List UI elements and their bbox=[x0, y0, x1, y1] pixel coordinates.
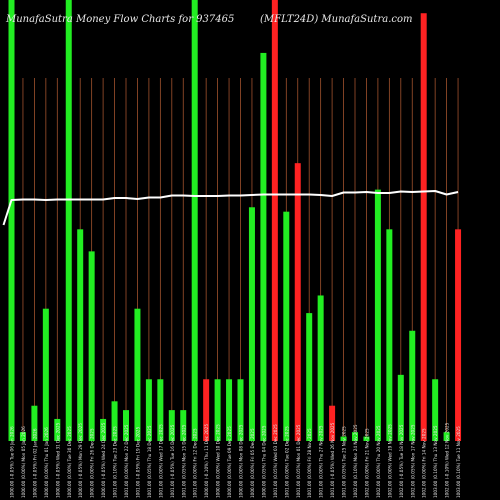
x-tick-labels: 1000.00 (-0.05%) Tue 06 Jan 2026 1000.00 … bbox=[10, 422, 462, 498]
x-tick-label: 1001.00 (0.00%) Thu 27 Nov 2025 bbox=[319, 425, 324, 498]
x-tick-label: 1002.00 (0.00%) Fri 21 Nov 2025 bbox=[364, 428, 369, 498]
x-tick-label: 1002.00 (0.10%) Mon 24 Nov 2025 bbox=[353, 424, 358, 498]
money-flow-bar bbox=[420, 13, 427, 441]
price-line-layer bbox=[2, 190, 459, 226]
x-tick-label: 1001.00 (0.05%) Tue 25 Nov 2025 bbox=[342, 426, 347, 498]
bars bbox=[8, 0, 462, 442]
money-flow-bar bbox=[42, 308, 49, 441]
x-tick-label: 1000.00 (-0.05%) Wed 24 Dec 2025 bbox=[101, 422, 106, 498]
money-flow-bar bbox=[88, 251, 95, 441]
money-flow-bar bbox=[283, 211, 290, 441]
x-tick-label: 1000.00 (-0.05%) Wed 31 Dec 2025 bbox=[55, 422, 60, 498]
money-flow-bar bbox=[329, 405, 336, 441]
money-flow-bar bbox=[134, 308, 141, 441]
chart-site-label: (MFLT24D) MunafaSutra.com bbox=[260, 14, 413, 25]
money-flow-bar bbox=[145, 379, 152, 441]
money-flow-bar bbox=[306, 313, 313, 441]
x-tick-label: 1000.00 (0.00%) Fri 26 Dec 2025 bbox=[90, 428, 95, 498]
money-flow-bar bbox=[386, 229, 393, 441]
price-line bbox=[2, 190, 459, 226]
money-flow-bar bbox=[100, 418, 107, 441]
money-flow-bar bbox=[352, 432, 358, 441]
chart-title: MunafaSutra Money Flow Charts for 937465 bbox=[6, 14, 235, 25]
x-tick-label: 1000.00 (-0.05%) Fri 02 Jan 2026 bbox=[32, 428, 37, 498]
x-tick-label: 1001.00 (-0.05%) Fri 19 Dec 2025 bbox=[135, 427, 140, 498]
x-tick-label: 1000.00 (0.00%) Wed 10 Dec 2025 bbox=[216, 424, 221, 498]
x-tick-label: 1001.00 (0.00%) Tue 02 Dec 2025 bbox=[284, 426, 289, 498]
x-tick-label: 1002.00 (0.05%) Mon 17 Nov 2025 bbox=[410, 424, 415, 498]
money-flow-bar bbox=[8, 0, 15, 441]
money-flow-bar bbox=[397, 374, 404, 441]
money-flow-bar bbox=[340, 436, 347, 441]
x-tick-label: 1003.00 (0.10%) Tue 11 Nov 2025 bbox=[456, 426, 461, 498]
money-flow-bar bbox=[455, 229, 462, 441]
x-tick-label: 1003.00 (0.10%) Thu 13 Nov 2025 bbox=[433, 425, 438, 498]
x-tick-label: 1002.00 (0.00%) Thu 20 Nov 2025 bbox=[376, 425, 381, 498]
money-flow-bar bbox=[123, 410, 129, 441]
money-flow-bar bbox=[226, 379, 233, 441]
money-flow-bar bbox=[374, 189, 381, 441]
money-flow-bar bbox=[157, 379, 164, 441]
money-flow-bar bbox=[203, 379, 210, 441]
money-flow-bar bbox=[168, 410, 175, 441]
x-tick-label: 1001.00 (-0.05%) Wed 26 Nov 2025 bbox=[330, 422, 335, 498]
x-tick-label: 1001.00 (0.05%) Wed 03 Dec 2025 bbox=[273, 424, 278, 498]
money-flow-bar bbox=[432, 379, 439, 441]
x-tick-label: 1001.00 (0.00%) Fri 28 Nov 2025 bbox=[307, 428, 312, 498]
x-tick-label: 1002.00 (-0.10%) Wed 12 Nov 2025 bbox=[445, 422, 450, 498]
x-tick-label: 1001.00 (0.00%) Fri 12 Dec 2025 bbox=[193, 428, 198, 498]
x-tick-label: 1000.00 (0.00%) Tue 09 Dec 2025 bbox=[227, 426, 232, 498]
money-flow-bar bbox=[65, 0, 72, 441]
x-tick-label: 1002.00 (-0.05%) Tue 18 Nov 2025 bbox=[399, 424, 404, 498]
x-tick-label: 1000.00 (0.00%) Thu 01 Jan 2026 bbox=[44, 427, 49, 498]
x-tick-label: 1000.00 (0.00%) Tue 30 Dec 2025 bbox=[67, 426, 72, 498]
x-tick-label: 1000.00 (0.00%) Mon 05 Jan 2026 bbox=[21, 426, 26, 498]
x-tick-label: 1002.00 (0.00%) Fri 14 Nov 2025 bbox=[422, 428, 427, 498]
money-flow-bar bbox=[443, 432, 450, 441]
x-tick-label: 1000.00 (0.00%) Mon 08 Dec 2025 bbox=[239, 424, 244, 498]
money-flow-bar bbox=[111, 401, 118, 441]
x-tick-label: 1001.00 (0.05%) Mon 01 Dec 2025 bbox=[296, 424, 301, 498]
money-flow-bar bbox=[19, 432, 26, 441]
money-flow-bar bbox=[294, 163, 301, 442]
money-flow-bar bbox=[317, 295, 324, 441]
x-tick-label: 1001.00 (0.00%) Wed 17 Dec 2025 bbox=[158, 424, 163, 498]
x-tick-label: 1000.00 (-0.10%) Thu 11 Dec 2025 bbox=[204, 424, 209, 498]
x-tick-label: 1001.00 (0.10%) Tue 23 Dec 2025 bbox=[113, 426, 118, 498]
money-flow-bar bbox=[237, 379, 244, 441]
x-tick-label: 1000.00 (-0.05%) Tue 06 Jan 2026 bbox=[10, 426, 15, 498]
money-flow-bar bbox=[54, 418, 61, 441]
money-flow-bar bbox=[31, 405, 38, 441]
x-tick-label: 1001.00 (0.05%) Thu 18 Dec 2025 bbox=[147, 425, 152, 498]
x-tick-label: 1001.00 (0.00%) Mon 22 Dec 2025 bbox=[124, 424, 129, 498]
money-flow-bar bbox=[191, 0, 198, 441]
x-tick-label: 1001.00 (0.05%) Mon 15 Dec 2025 bbox=[181, 424, 186, 498]
money-flow-bar bbox=[363, 436, 370, 441]
money-flow-bar bbox=[260, 52, 267, 442]
money-flow-bar bbox=[180, 410, 187, 441]
x-tick-label: 1000.00 (-0.05%) Mon 29 Dec 2025 bbox=[78, 423, 83, 498]
money-flow-bar bbox=[409, 330, 416, 441]
money-flow-bar bbox=[214, 379, 221, 441]
x-tick-label: 1002.00 (0.00%) Wed 19 Nov 2025 bbox=[387, 424, 392, 498]
money-flow-bar bbox=[248, 207, 255, 441]
money-flow-bar bbox=[271, 0, 278, 441]
x-tick-label: 1000.00 (0.05%) Thu 04 Dec 2025 bbox=[261, 425, 266, 498]
x-tick-label: 1001.00 (-0.05%) Tue 16 Dec 2025 bbox=[170, 424, 175, 498]
money-flow-bar bbox=[77, 229, 84, 441]
x-tick-label: 1000.00 (0.00%) Fri 05 Dec 2025 bbox=[250, 428, 255, 498]
